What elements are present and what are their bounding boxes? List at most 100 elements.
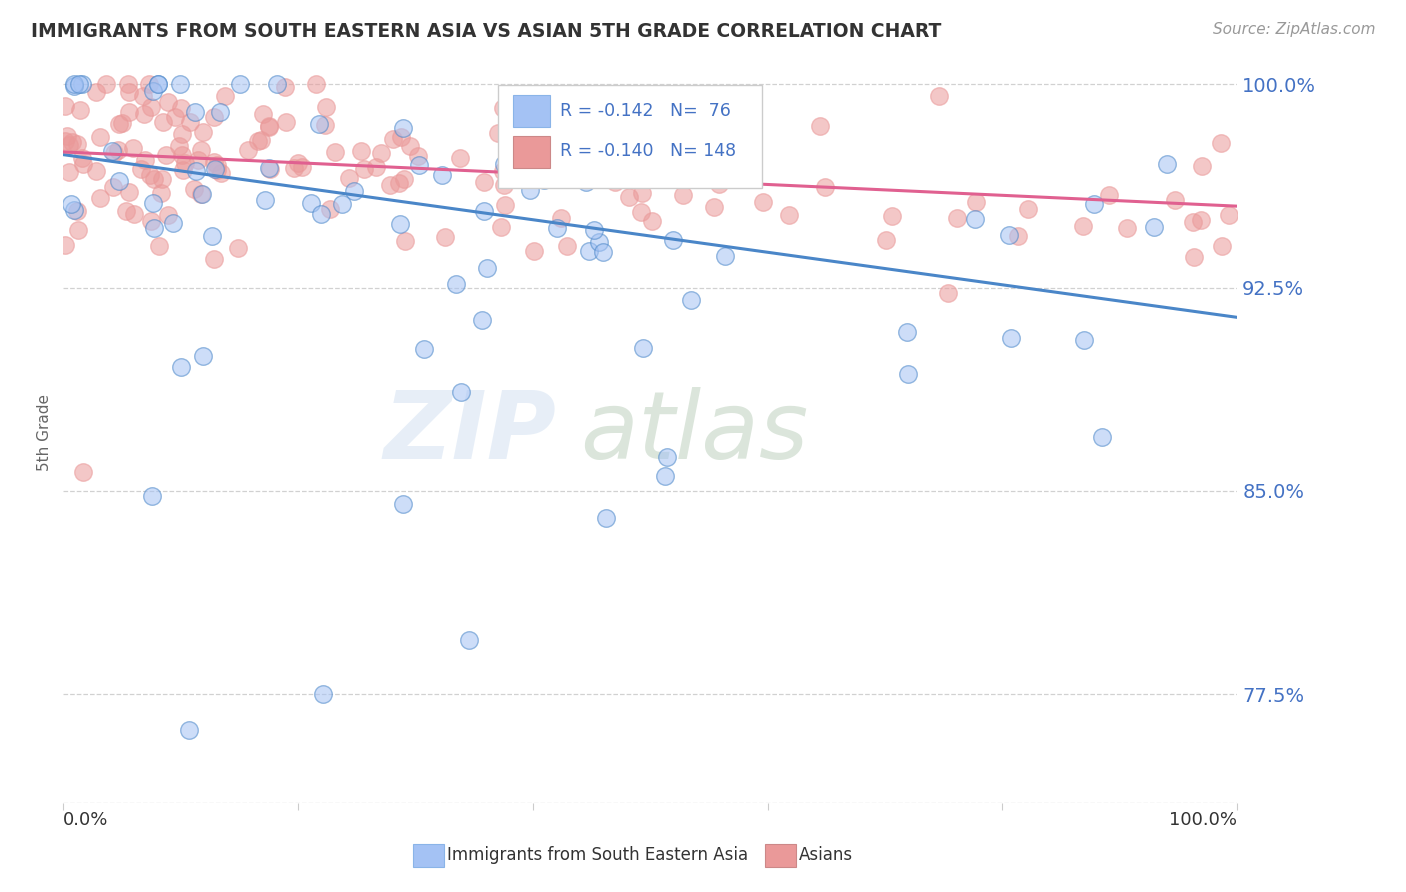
Point	[253, 193, 276, 207]
Point	[170, 101, 193, 115]
Point	[323, 145, 346, 159]
Point	[129, 161, 152, 176]
Point	[1191, 159, 1213, 173]
Point	[204, 162, 226, 177]
Point	[1091, 430, 1114, 444]
Point	[202, 110, 225, 124]
Point	[58, 165, 80, 179]
Point	[259, 162, 281, 177]
Point	[72, 157, 94, 171]
Point	[53, 99, 76, 113]
Point	[141, 214, 163, 228]
Point	[655, 450, 678, 464]
Point	[457, 633, 479, 648]
Point	[170, 359, 193, 374]
Point	[406, 149, 429, 163]
Point	[274, 115, 297, 129]
Point	[450, 385, 472, 400]
Point	[581, 111, 603, 125]
Text: Asians: Asians	[800, 846, 853, 863]
Point	[381, 131, 404, 145]
Point	[146, 77, 169, 91]
Point	[172, 163, 194, 178]
Point	[103, 146, 125, 161]
Point	[107, 143, 129, 157]
FancyBboxPatch shape	[498, 85, 762, 188]
Point	[56, 128, 79, 143]
Point	[998, 227, 1021, 242]
Point	[259, 120, 281, 134]
Point	[59, 197, 82, 211]
Point	[53, 238, 76, 252]
Point	[170, 148, 193, 162]
Text: 100.0%: 100.0%	[1170, 811, 1237, 829]
Point	[132, 88, 155, 103]
Text: 0.0%: 0.0%	[63, 811, 108, 829]
Point	[529, 135, 551, 149]
Point	[309, 207, 332, 221]
Point	[148, 238, 170, 252]
Point	[209, 166, 232, 180]
Point	[250, 133, 273, 147]
Point	[752, 194, 775, 209]
Point	[65, 204, 87, 219]
Point	[69, 103, 91, 117]
Point	[808, 120, 831, 134]
Point	[63, 202, 86, 217]
Point	[174, 156, 197, 170]
Point	[575, 175, 598, 189]
Point	[107, 117, 129, 131]
Point	[389, 217, 412, 231]
Point	[592, 245, 614, 260]
Point	[60, 136, 83, 150]
Point	[366, 160, 388, 174]
Point	[492, 101, 515, 115]
Point	[141, 100, 163, 114]
Point	[1143, 220, 1166, 235]
Point	[1218, 209, 1240, 223]
Point	[100, 145, 122, 159]
Point	[139, 168, 162, 182]
Point	[1189, 213, 1212, 227]
Point	[118, 185, 141, 199]
Point	[1209, 136, 1232, 151]
Point	[1071, 219, 1094, 234]
Point	[399, 139, 422, 153]
Point	[533, 153, 555, 168]
Point	[330, 197, 353, 211]
Point	[66, 223, 89, 237]
Point	[1098, 188, 1121, 202]
Point	[1182, 251, 1205, 265]
Point	[702, 201, 724, 215]
Point	[349, 144, 371, 158]
Text: R = -0.140   N= 148: R = -0.140 N= 148	[560, 143, 735, 161]
Point	[433, 230, 456, 244]
FancyBboxPatch shape	[413, 844, 444, 867]
Point	[337, 170, 360, 185]
Point	[630, 186, 652, 200]
Text: Immigrants from South Eastern Asia: Immigrants from South Eastern Asia	[447, 846, 748, 863]
Point	[392, 172, 415, 186]
Point	[291, 161, 314, 175]
Point	[138, 77, 160, 91]
Point	[609, 87, 631, 101]
Point	[492, 164, 515, 178]
Point	[449, 151, 471, 165]
Point	[201, 229, 224, 244]
Point	[389, 130, 412, 145]
Point	[394, 235, 416, 249]
Point	[308, 117, 330, 131]
Point	[737, 136, 759, 150]
Point	[214, 89, 236, 103]
Point	[1007, 228, 1029, 243]
Point	[1164, 193, 1187, 207]
Point	[814, 180, 837, 194]
Point	[165, 111, 187, 125]
Point	[63, 78, 86, 93]
Point	[89, 191, 111, 205]
Point	[605, 175, 627, 189]
Point	[630, 205, 652, 219]
Point	[191, 349, 214, 363]
Point	[111, 116, 134, 130]
Point	[583, 223, 606, 237]
